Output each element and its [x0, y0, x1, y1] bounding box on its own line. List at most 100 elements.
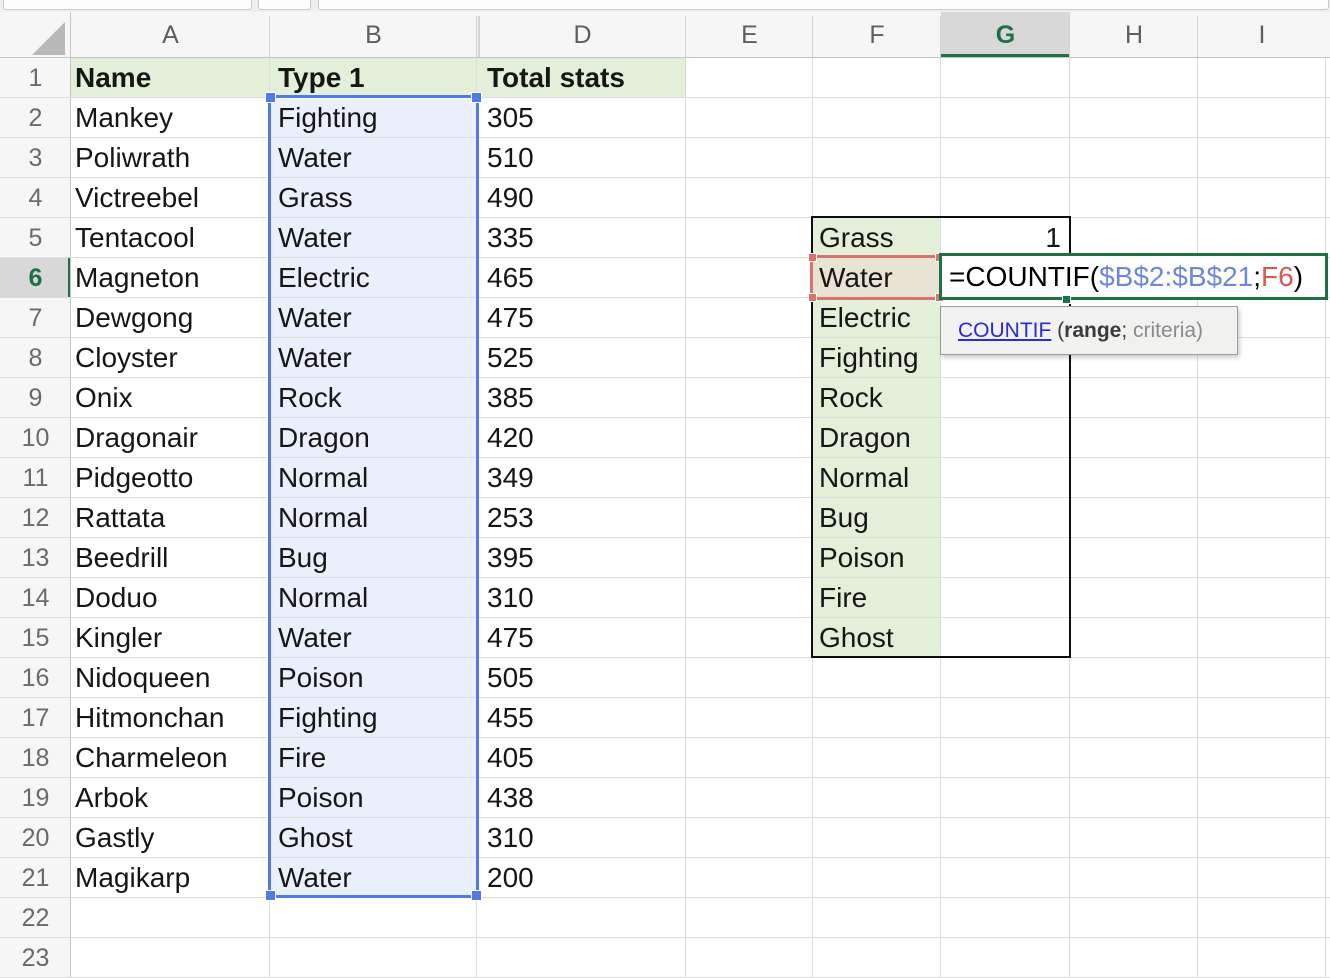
cell-f6[interactable]: Water [819, 262, 893, 293]
cell-b19[interactable]: Poison [278, 782, 364, 813]
row-header-16[interactable]: 16 [21, 663, 50, 692]
cell-d6[interactable]: 465 [487, 262, 534, 293]
column-header-a[interactable]: A [162, 20, 179, 49]
cell-b21[interactable]: Water [278, 862, 352, 893]
cell-d9[interactable]: 385 [487, 382, 534, 413]
row-header-7[interactable]: 7 [28, 303, 43, 332]
column-header-b[interactable]: B [365, 20, 382, 49]
cell-b12[interactable]: Normal [278, 502, 369, 533]
row-header-18[interactable]: 18 [21, 743, 50, 772]
tooltip-function-link[interactable]: COUNTIF [958, 318, 1052, 342]
cell-d3[interactable]: 510 [487, 142, 534, 173]
cell-a7[interactable]: Dewgong [75, 302, 194, 333]
cell-b11[interactable]: Normal [278, 462, 369, 493]
cell-g5[interactable]: 1 [1045, 222, 1061, 253]
cell-b15[interactable]: Water [278, 622, 352, 653]
cell-b5[interactable]: Water [278, 222, 352, 253]
selection-handle[interactable] [265, 92, 276, 103]
row-header-5[interactable]: 5 [28, 223, 43, 252]
row-header-11[interactable]: 11 [22, 463, 49, 492]
cell-f13[interactable]: Poison [819, 542, 905, 573]
cell-d5[interactable]: 335 [487, 222, 534, 253]
cell-d21[interactable]: 200 [487, 862, 534, 893]
cell-a2[interactable]: Mankey [75, 102, 174, 133]
cell-f11[interactable]: Normal [819, 462, 910, 493]
cell-a8[interactable]: Cloyster [75, 342, 178, 373]
cell-d7[interactable]: 475 [487, 302, 534, 333]
selection-handle[interactable] [471, 890, 482, 901]
cell-a1[interactable]: Name [75, 62, 152, 93]
formula-bar[interactable] [318, 0, 1329, 10]
cell-d19[interactable]: 438 [487, 782, 534, 813]
row-header-10[interactable]: 10 [21, 423, 50, 452]
cell-f15[interactable]: Ghost [819, 622, 894, 653]
column-header-f[interactable]: F [869, 20, 885, 49]
row-header-23[interactable]: 23 [21, 943, 50, 972]
fill-handle[interactable] [1062, 295, 1071, 304]
cell-b7[interactable]: Water [278, 302, 352, 333]
cell-a4[interactable]: Victreebel [75, 182, 200, 213]
cell-d15[interactable]: 475 [487, 622, 534, 653]
row-header-13[interactable]: 13 [21, 543, 50, 572]
cell-f5[interactable]: Grass [819, 222, 894, 253]
row-header-15[interactable]: 15 [21, 623, 50, 652]
formula-edit-cell-g6[interactable]: =COUNTIF($B$2:$B$21;F6) [939, 253, 1328, 300]
cell-a18[interactable]: Charmeleon [75, 742, 228, 773]
cell-a12[interactable]: Rattata [75, 502, 166, 533]
cell-b16[interactable]: Poison [278, 662, 364, 693]
cell-a11[interactable]: Pidgeotto [75, 462, 194, 493]
cell-b2[interactable]: Fighting [278, 102, 378, 133]
cell-f7[interactable]: Electric [819, 302, 911, 333]
cell-a10[interactable]: Dragonair [75, 422, 198, 453]
cell-d10[interactable]: 420 [487, 422, 534, 453]
cell-a15[interactable]: Kingler [75, 622, 163, 653]
cell-f8[interactable]: Fighting [819, 342, 919, 373]
selection-handle[interactable] [265, 890, 276, 901]
row-header-21[interactable]: 21 [21, 863, 50, 892]
cell-b8[interactable]: Water [278, 342, 352, 373]
cell-a17[interactable]: Hitmonchan [75, 702, 225, 733]
column-header-e[interactable]: E [741, 20, 758, 49]
row-header-9[interactable]: 9 [28, 383, 43, 412]
cell-a9[interactable]: Onix [75, 382, 133, 413]
cell-b13[interactable]: Bug [278, 542, 328, 573]
criteria-reference-f6[interactable] [808, 253, 944, 302]
cell-d8[interactable]: 525 [487, 342, 534, 373]
row-header-22[interactable]: 22 [21, 903, 50, 932]
cell-f10[interactable]: Dragon [819, 422, 911, 453]
cell-d4[interactable]: 490 [487, 182, 534, 213]
row-header-6[interactable]: 6 [0, 258, 71, 298]
column-header-h[interactable]: H [1124, 20, 1144, 49]
cell-b20[interactable]: Ghost [278, 822, 353, 853]
cell-a6[interactable]: Magneton [75, 262, 200, 293]
cell-b6[interactable]: Electric [278, 262, 370, 293]
cell-a13[interactable]: Beedrill [75, 542, 169, 573]
column-header-g[interactable]: G [941, 12, 1070, 58]
select-all-corner[interactable] [0, 12, 71, 58]
cell-d2[interactable]: 305 [487, 102, 534, 133]
cell-b14[interactable]: Normal [278, 582, 369, 613]
cell-b18[interactable]: Fire [278, 742, 327, 773]
cell-a21[interactable]: Magikarp [75, 862, 191, 893]
cell-b1[interactable]: Type 1 [278, 62, 365, 93]
cell-a5[interactable]: Tentacool [75, 222, 195, 253]
cell-d12[interactable]: 253 [487, 502, 534, 533]
row-header-12[interactable]: 12 [21, 503, 50, 532]
reference-handle[interactable] [808, 253, 817, 262]
cell-f12[interactable]: Bug [819, 502, 869, 533]
cell-a16[interactable]: Nidoqueen [75, 662, 211, 693]
cell-a14[interactable]: Doduo [75, 582, 158, 613]
cell-b3[interactable]: Water [278, 142, 352, 173]
cell-b17[interactable]: Fighting [278, 702, 378, 733]
cell-d16[interactable]: 505 [487, 662, 534, 693]
cell-d13[interactable]: 395 [487, 542, 534, 573]
reference-handle[interactable] [808, 293, 817, 302]
selection-handle[interactable] [471, 92, 482, 103]
function-buttons[interactable] [258, 0, 311, 10]
cell-d18[interactable]: 405 [487, 742, 534, 773]
column-header-d[interactable]: D [573, 20, 592, 49]
row-header-8[interactable]: 8 [28, 343, 43, 372]
cell-b4[interactable]: Grass [278, 182, 353, 213]
name-box[interactable] [3, 0, 252, 10]
cell-d14[interactable]: 310 [487, 582, 534, 613]
